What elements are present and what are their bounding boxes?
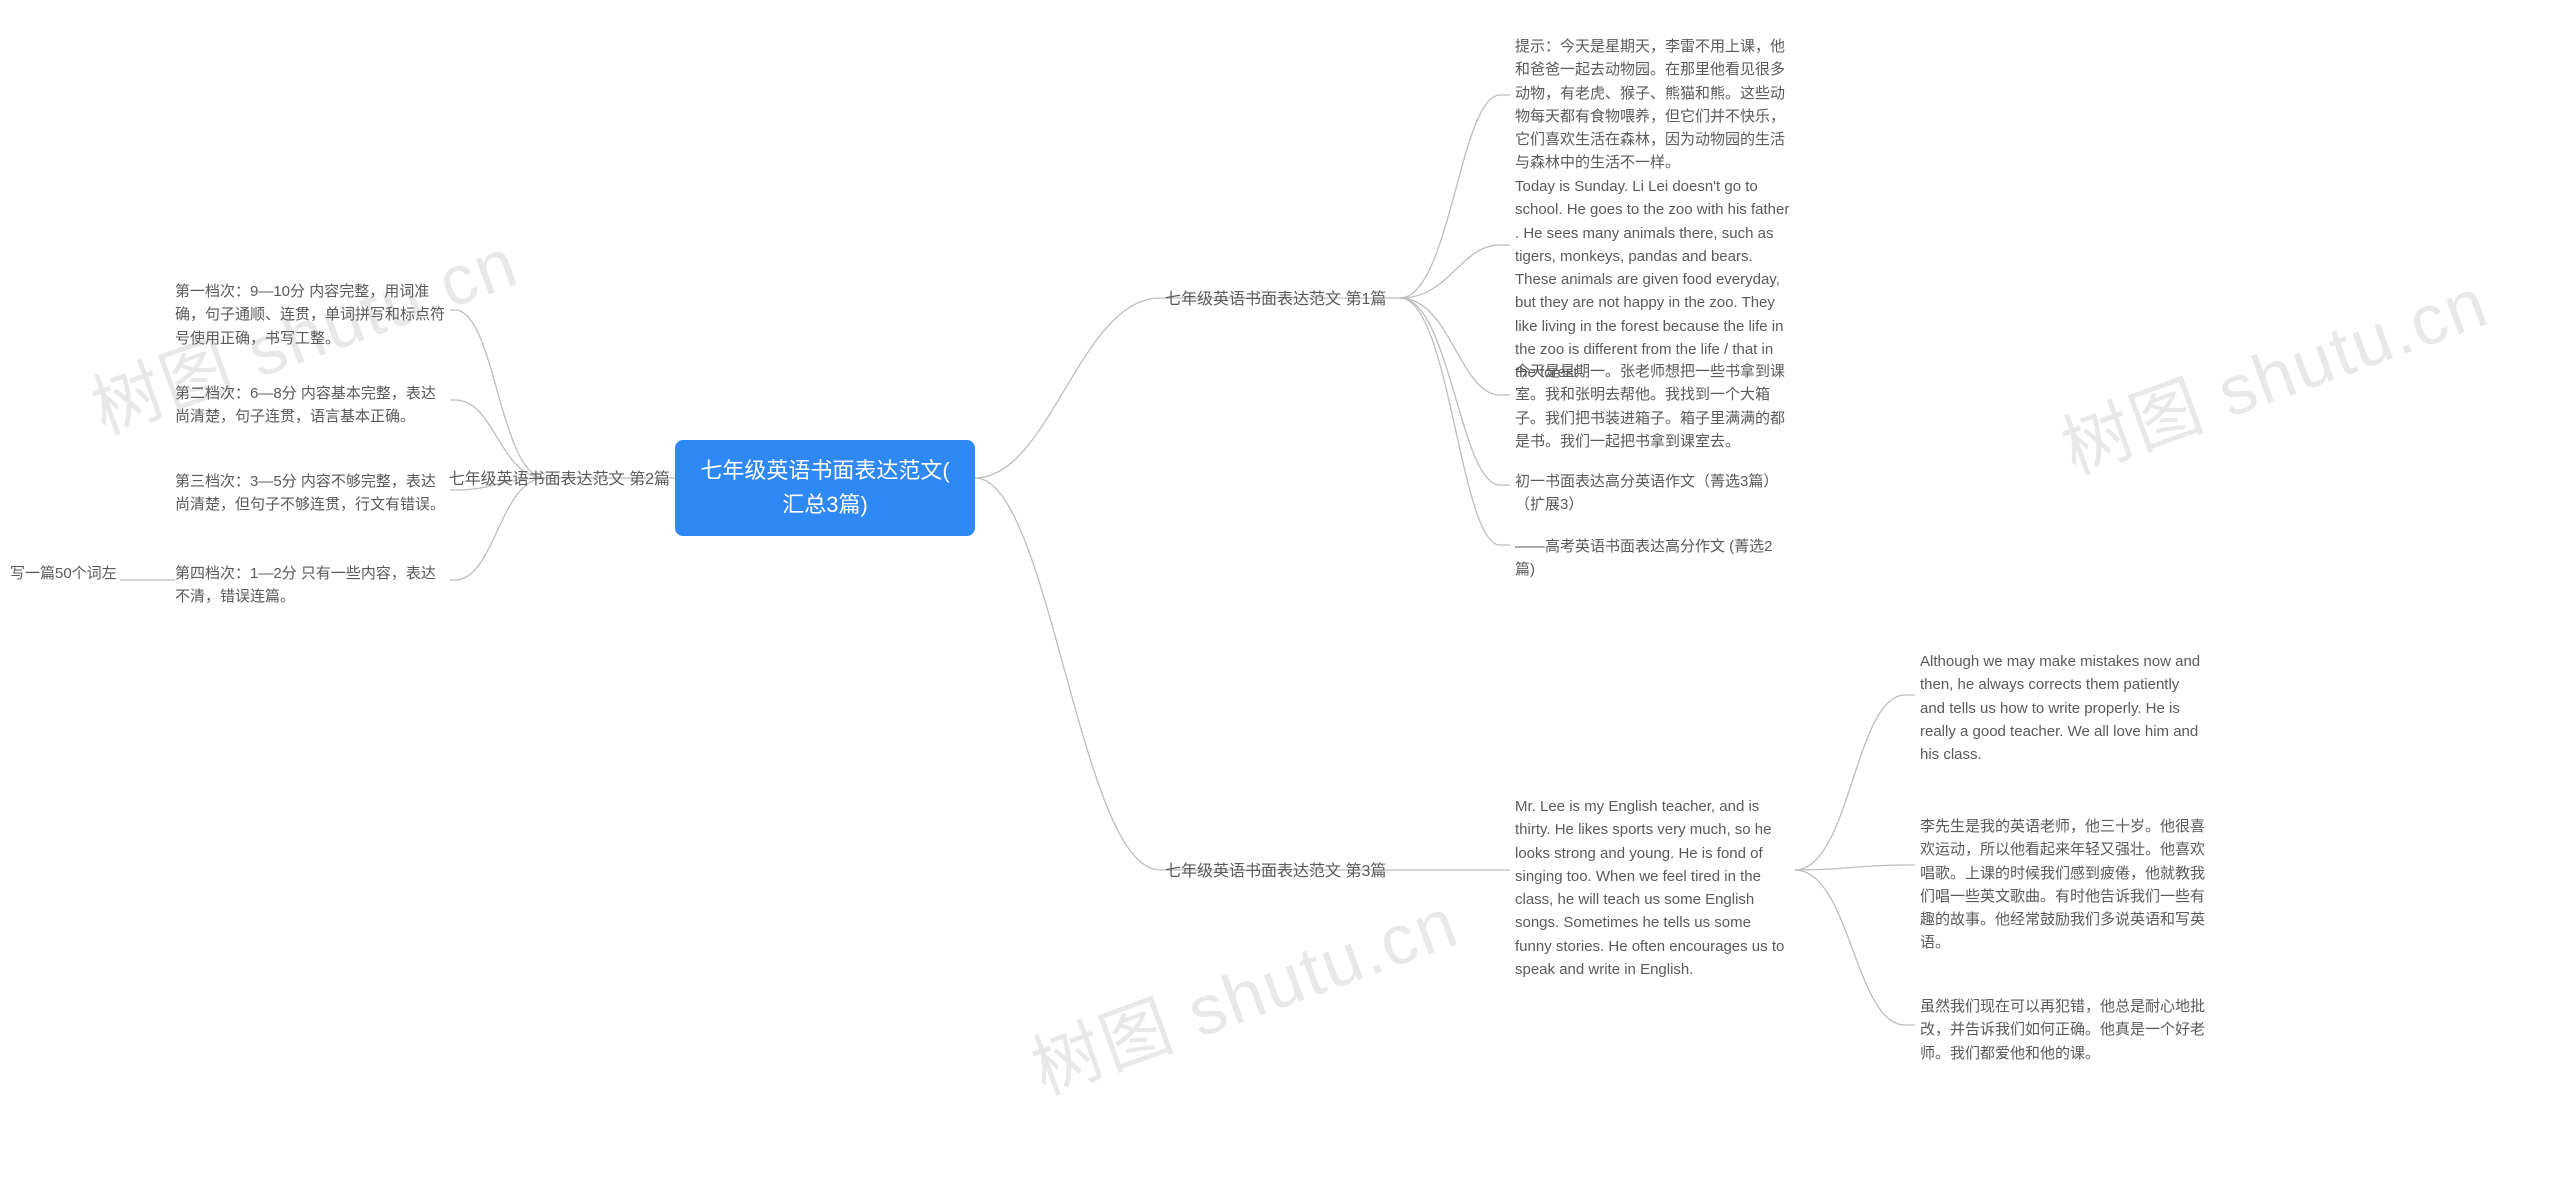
mindmap-canvas: 七年级英语书面表达范文( 汇总3篇) 七年级英语书面表达范文 第1篇 提示：今天… [0, 0, 2560, 1197]
leaf-r2-0: Mr. Lee is my English teacher, and is th… [1515, 795, 1790, 981]
leaf-l-0: 第一档次：9—10分 内容完整，用词准确，句子通顺、连贯，单词拼写和标点符号使用… [175, 280, 450, 350]
leaf-l-3-sub0: 要求：根据所给提示，写一篇50个词左右的短文。 [0, 562, 120, 609]
leaf-r1-0: 提示：今天是星期天，李雷不用上课，他和爸爸一起去动物园。在那里他看见很多动物，有… [1515, 35, 1790, 175]
leaf-r2-0-sub1: 李先生是我的英语老师，他三十岁。他很喜欢运动，所以他看起来年轻又强壮。他喜欢唱歌… [1920, 815, 2205, 955]
leaf-r2-0-sub0: Although we may make mistakes now and th… [1920, 650, 2205, 766]
center-node: 七年级英语书面表达范文( 汇总3篇) [675, 440, 975, 536]
branch-left-label-real: 七年级英语书面表达范文 第2篇 [449, 468, 670, 493]
leaf-r2-0-sub2: 虽然我们现在可以再犯错，他总是耐心地批改，并告诉我们如何正确。他真是一个好老师。… [1920, 995, 2205, 1065]
leaf-l-3: 第四档次：1—2分 只有一些内容，表达不清，错误连篇。 [175, 562, 450, 609]
leaf-r1-4: ——高考英语书面表达高分作文 (菁选2篇) [1515, 535, 1790, 582]
center-title-line2: 汇总3篇) [782, 492, 868, 517]
leaf-r1-1: Today is Sunday. Li Lei doesn't go to sc… [1515, 175, 1790, 384]
branch-right2-label: 七年级英语书面表达范文 第3篇 [1165, 860, 1386, 885]
leaf-r1-2: 今天是星期一。张老师想把一些书拿到课室。我和张明去帮他。我找到一个大箱子。我们把… [1515, 360, 1790, 453]
branch-right1-label: 七年级英语书面表达范文 第1篇 [1165, 288, 1386, 313]
leaf-l-2: 第三档次：3—5分 内容不够完整，表达尚清楚，但句子不够连贯，行文有错误。 [175, 470, 450, 517]
center-title-line1: 七年级英语书面表达范文( [700, 458, 949, 483]
leaf-r1-3: 初一书面表达高分英语作文（菁选3篇）（扩展3） [1515, 470, 1790, 517]
leaf-l-1: 第二档次：6—8分 内容基本完整，表达尚清楚，句子连贯，语言基本正确。 [175, 382, 450, 429]
